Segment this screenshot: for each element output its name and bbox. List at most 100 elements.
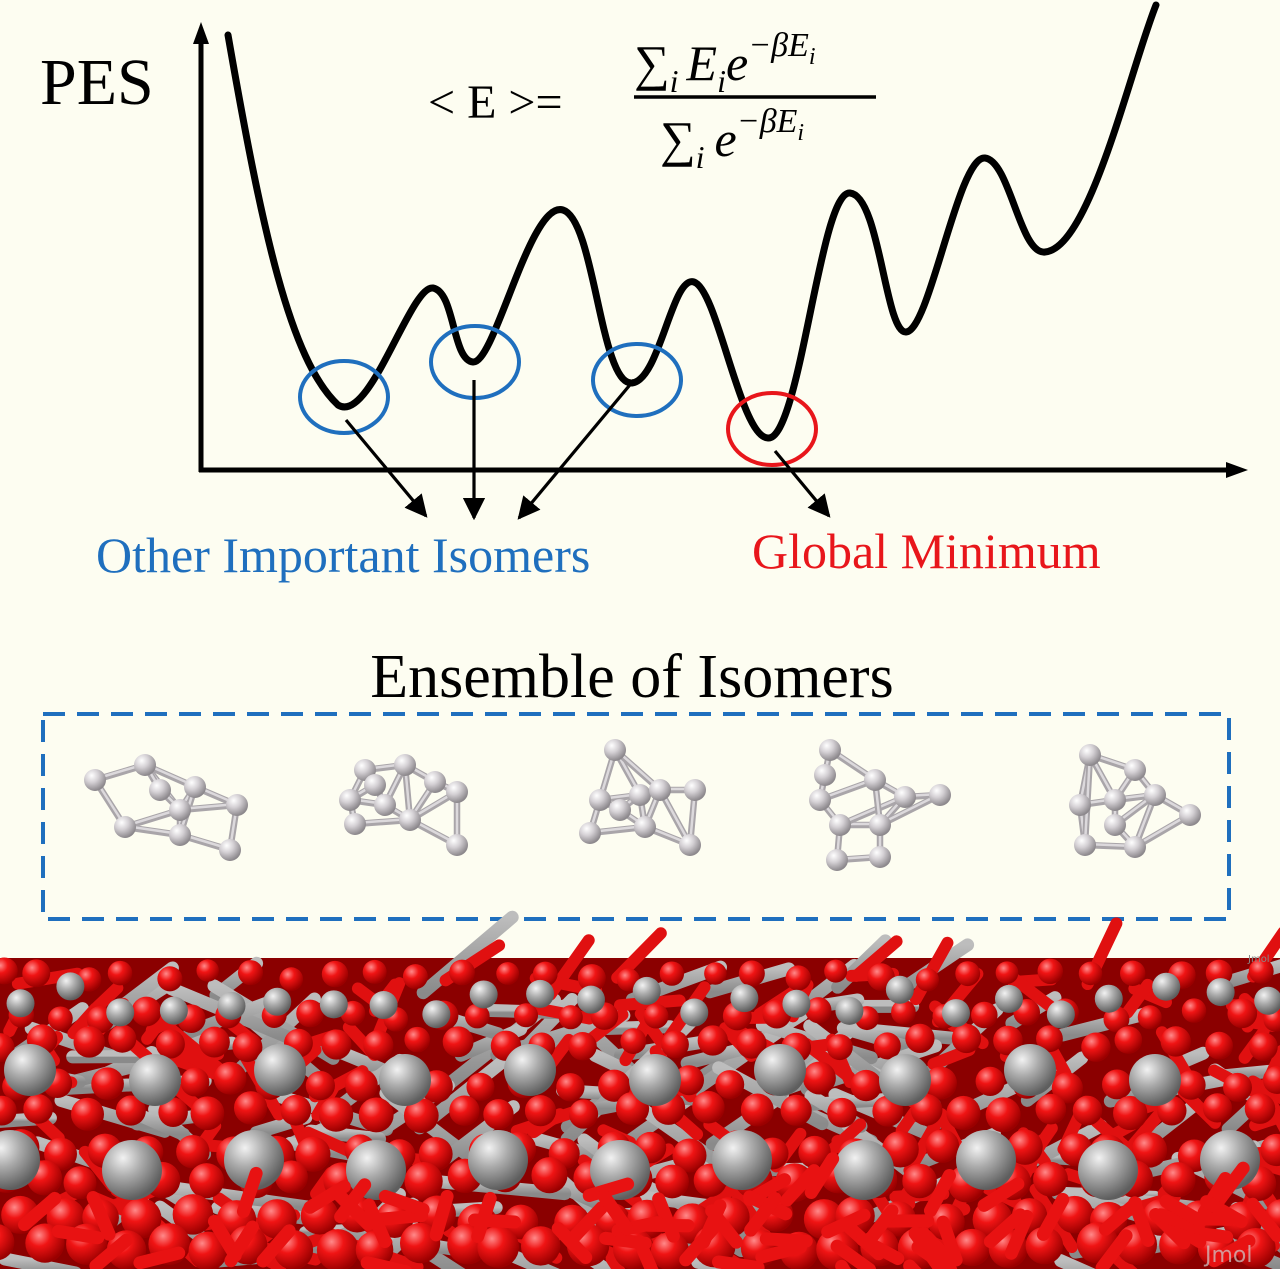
metal-atom [217, 991, 246, 1020]
oxygen-atom [1114, 1026, 1143, 1054]
oxygen-atom [697, 1025, 728, 1056]
oxygen-atom [556, 1073, 585, 1102]
oxygen-atom [925, 1129, 960, 1163]
cluster-atom [629, 784, 651, 806]
oxygen-atom [0, 957, 18, 985]
metal-atom [834, 1140, 894, 1200]
oxygen-atom [1181, 998, 1207, 1023]
cluster-atom [1144, 784, 1166, 806]
surface-oxygen-bond [605, 1253, 626, 1269]
oxygen-atom [91, 1067, 124, 1101]
cluster-atom [424, 771, 446, 793]
num-sum: ∑ [634, 35, 670, 91]
oxygen-atom [157, 966, 183, 992]
oxygen-atom [704, 962, 727, 985]
cluster-atom [894, 786, 916, 808]
oxygen-atom [827, 1097, 857, 1128]
oxygen-atom [131, 996, 162, 1027]
oxygen-atom [449, 959, 475, 986]
metal-atom [1046, 1000, 1075, 1029]
oxygen-atom [953, 1228, 991, 1267]
oxygen-atom [232, 1032, 263, 1063]
oxygen-atom [673, 1065, 704, 1096]
surface-oxygen-bond [755, 1240, 808, 1264]
surface-oxygen-bond [983, 1208, 1027, 1249]
oxygen-atom [316, 1229, 360, 1269]
cluster-atom [1124, 759, 1146, 781]
num-energy-sub: i [717, 63, 726, 99]
cluster-atom [1069, 794, 1091, 816]
oxygen-atom [362, 959, 387, 984]
metal-atom [369, 991, 398, 1020]
oxygen-atom [1223, 1072, 1252, 1102]
oxygen-atom [176, 1135, 210, 1169]
den-sum: ∑ [660, 111, 696, 167]
metal-atom [468, 1130, 528, 1190]
surface-oxygen-bond [697, 1199, 727, 1249]
oxygen-atom [568, 1032, 597, 1061]
oxygen-atom [1120, 960, 1146, 987]
surface-oxygen-bond [597, 1189, 634, 1236]
cluster-atom [219, 839, 241, 861]
oxygen-atom [464, 1003, 490, 1029]
metal-atom [994, 984, 1023, 1013]
isomer-marker-1 [298, 359, 390, 435]
cluster-atom [1179, 804, 1201, 826]
metal-atom [106, 998, 135, 1027]
surface-atoms [0, 910, 1280, 1269]
oxygen-atom [155, 1029, 185, 1059]
surface-oxygen-bond [360, 1256, 412, 1269]
oxygen-atom [1131, 1132, 1168, 1168]
oxygen-atom [48, 1006, 73, 1032]
oxygen-atom [321, 1029, 352, 1060]
oxygen-atom [946, 1095, 981, 1131]
cluster-atom [929, 784, 951, 806]
oxygen-atom [577, 964, 606, 993]
oxygen-atom [780, 1094, 812, 1126]
oxygen-atom [295, 1136, 331, 1172]
oxygen-atom [237, 960, 264, 986]
oxygen-atom [22, 959, 51, 988]
surface-oxygen-bond [333, 1189, 375, 1231]
surface-oxygen-bond [1246, 1197, 1280, 1243]
formula-lhs: < E >= [428, 76, 563, 129]
oxygen-atom [558, 1005, 583, 1030]
boltzmann-average-formula: < E >= ∑i Eie−βEi ∑i e−βEi [428, 27, 876, 175]
oxygen-atom [158, 1097, 188, 1127]
oxygen-atom [107, 960, 133, 986]
oxygen-atom [1025, 1226, 1064, 1265]
num-exp-base: e [726, 35, 748, 91]
metal-atom [1129, 1054, 1181, 1106]
oxygen-atom [514, 1003, 539, 1028]
oxygen-atom [891, 999, 916, 1025]
surface-bond [416, 910, 519, 1000]
oxygen-atom [1035, 1093, 1067, 1125]
metal-atom [754, 1044, 806, 1096]
oxygen-atom [798, 1135, 831, 1169]
isomer-cluster-3 [579, 739, 706, 856]
oxygen-atom [1205, 1031, 1233, 1060]
oxygen-atom [1262, 1065, 1280, 1094]
oxygen-atom [188, 1231, 228, 1269]
surface-oxygen-bond [830, 1239, 876, 1269]
oxygen-atom [189, 1163, 225, 1199]
oxygen-atom [659, 961, 685, 986]
global-minimum-label: Global Minimum [752, 523, 1101, 579]
oxygen-atom [1137, 1005, 1162, 1030]
surface-oxygen-bond [1004, 1209, 1034, 1260]
cluster-atom [679, 834, 701, 856]
cluster-atom [226, 794, 248, 816]
oxygen-atom [404, 1162, 443, 1201]
surface-oxygen-bond [711, 1255, 765, 1269]
metal-atom [422, 1000, 451, 1029]
metal-atom [576, 985, 605, 1014]
oxygen-atom [975, 1066, 1005, 1096]
oxygen-atom [915, 968, 940, 992]
isomer-cluster-5 [1069, 744, 1201, 858]
cluster-atom [134, 754, 156, 776]
axes [193, 22, 1248, 478]
oxygen-atom [121, 1198, 162, 1239]
oxygen-atom [1078, 961, 1103, 986]
y-axis-arrowhead [193, 22, 209, 44]
oxygen-atom [108, 1024, 137, 1053]
